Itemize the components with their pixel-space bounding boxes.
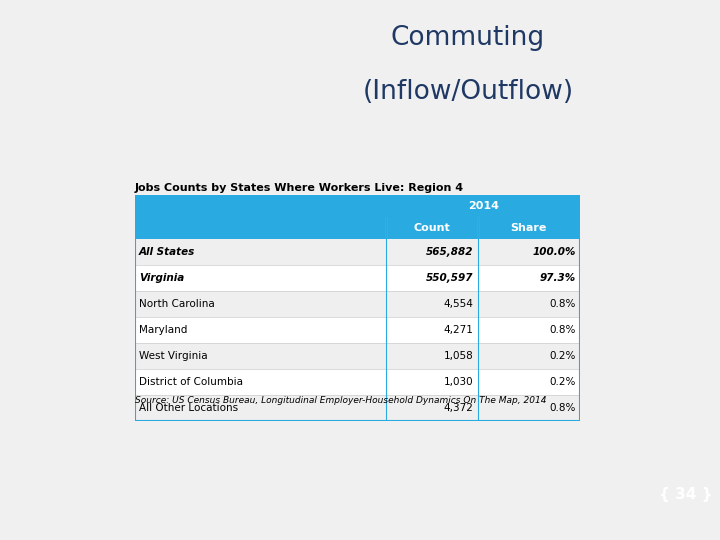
Text: 0.2%: 0.2% [549, 377, 576, 387]
Text: All Other Locations: All Other Locations [139, 403, 238, 413]
Bar [135, 195, 580, 217]
Text: 1,058: 1,058 [444, 351, 474, 361]
Text: Count: Count [414, 223, 451, 233]
Text: Share: Share [510, 223, 547, 233]
Bar [135, 395, 580, 421]
Bar [135, 369, 580, 395]
Bar [135, 291, 580, 317]
Text: Jobs Counts by States Where Workers Live: Region 4: Jobs Counts by States Where Workers Live… [135, 184, 464, 193]
Text: { 34 }: { 34 } [659, 487, 713, 502]
Text: 565,882: 565,882 [426, 247, 474, 257]
Text: 0.8%: 0.8% [549, 299, 576, 309]
Text: 4,372: 4,372 [444, 403, 474, 413]
Text: 100.0%: 100.0% [533, 247, 576, 257]
Text: District of Columbia: District of Columbia [139, 377, 243, 387]
Bar [135, 343, 580, 369]
Text: 4,554: 4,554 [444, 299, 474, 309]
Bar [135, 265, 580, 291]
Text: 550,597: 550,597 [426, 273, 474, 283]
Bar [135, 317, 580, 343]
Text: Virginia: Virginia [139, 273, 184, 283]
Bar [135, 217, 580, 239]
Text: Source: US Census Bureau, Longitudinal Employer-Household Dynamics On The Map, 2: Source: US Census Bureau, Longitudinal E… [135, 396, 546, 406]
Text: 4,271: 4,271 [444, 325, 474, 335]
Text: 0.8%: 0.8% [549, 325, 576, 335]
Text: 97.3%: 97.3% [540, 273, 576, 283]
Text: North Carolina: North Carolina [139, 299, 215, 309]
Text: 1,030: 1,030 [444, 377, 474, 387]
Text: 0.2%: 0.2% [549, 351, 576, 361]
Text: All States: All States [139, 247, 195, 257]
Bar [135, 239, 580, 265]
Text: West Virginia: West Virginia [139, 351, 207, 361]
Text: Commuting: Commuting [391, 25, 545, 51]
Text: (Inflow/Outflow): (Inflow/Outflow) [362, 79, 574, 105]
Text: Maryland: Maryland [139, 325, 187, 335]
Text: 0.8%: 0.8% [549, 403, 576, 413]
Text: 2014: 2014 [468, 201, 499, 211]
